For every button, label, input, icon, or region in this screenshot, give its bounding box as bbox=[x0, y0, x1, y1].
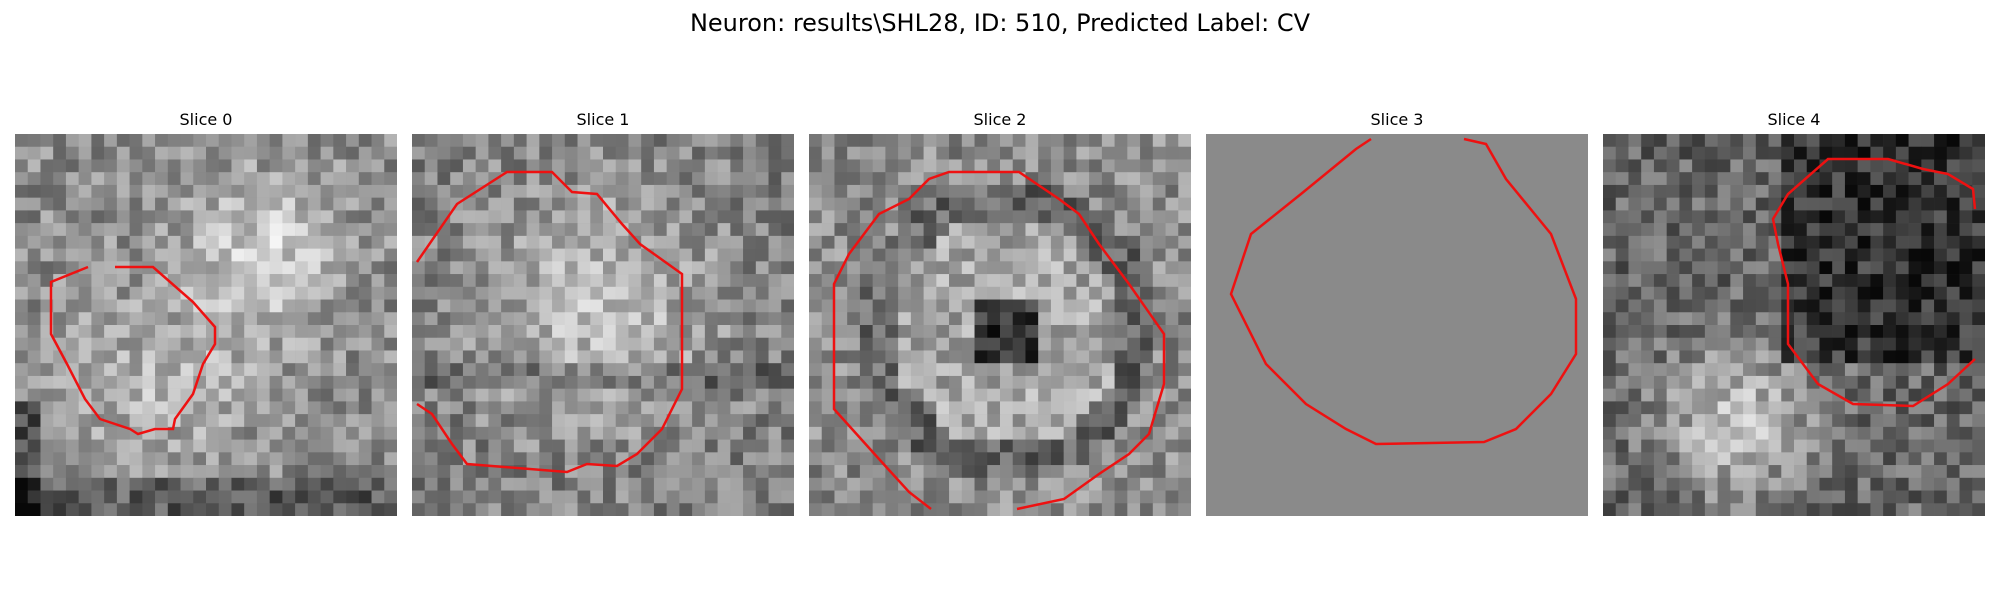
slice-title: Slice 1 bbox=[576, 110, 630, 129]
slice-image bbox=[15, 134, 397, 516]
red-contour bbox=[49, 265, 217, 436]
contour-overlay bbox=[1771, 157, 1977, 408]
slice-pixels bbox=[15, 134, 397, 516]
slice-image bbox=[1603, 134, 1985, 516]
slice-title: Slice 4 bbox=[1767, 110, 1821, 129]
red-contour bbox=[1771, 157, 1977, 408]
figure-title: Neuron: results\SHL28, ID: 510, Predicte… bbox=[689, 9, 1311, 37]
slice-panel-3: Slice 3 bbox=[1206, 110, 1588, 516]
contour-overlay bbox=[49, 265, 217, 436]
slice-panel-2: Slice 2 bbox=[809, 110, 1191, 516]
slice-panel-4: Slice 4 bbox=[1603, 110, 1985, 516]
contour-overlay bbox=[415, 170, 684, 474]
slice-image bbox=[1206, 134, 1588, 516]
red-contour bbox=[832, 170, 1166, 511]
slice-title: Slice 3 bbox=[1370, 110, 1424, 129]
contour-overlay bbox=[832, 170, 1166, 511]
slice-pixels bbox=[809, 134, 1191, 516]
slice-title: Slice 0 bbox=[179, 110, 233, 129]
slice-image bbox=[809, 134, 1191, 516]
slice-image bbox=[412, 134, 794, 516]
slice-panel-0: Slice 0 bbox=[15, 110, 397, 516]
slice-title: Slice 2 bbox=[973, 110, 1027, 129]
contour-overlay bbox=[1229, 137, 1578, 446]
red-contour bbox=[1229, 137, 1578, 446]
slice-pixels bbox=[412, 134, 794, 516]
red-contour bbox=[415, 170, 684, 474]
slice-panel-1: Slice 1 bbox=[412, 110, 794, 516]
